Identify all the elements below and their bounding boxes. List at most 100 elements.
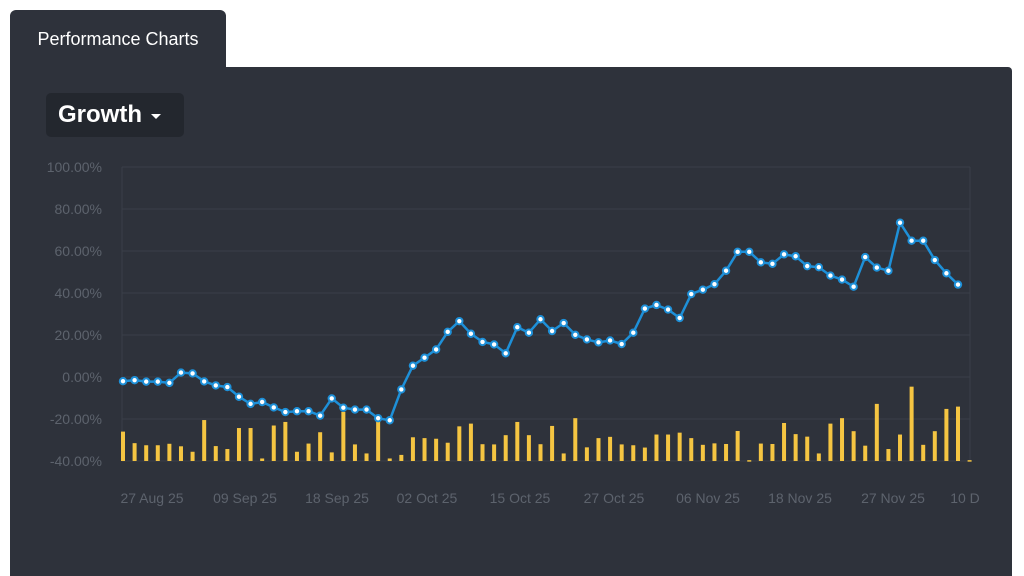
chart-grid (121, 166, 971, 462)
bar (944, 408, 949, 461)
y-tick-label: 40.00% (55, 285, 102, 301)
data-point (513, 323, 522, 332)
bar (747, 460, 752, 462)
data-point (907, 236, 916, 245)
y-tick-label: -20.00% (50, 411, 102, 427)
bar (689, 438, 694, 461)
bar (584, 447, 589, 461)
bar (318, 432, 323, 461)
data-point (710, 279, 719, 289)
bar (294, 451, 299, 461)
bar (422, 438, 427, 461)
data-point (292, 407, 302, 416)
bar (631, 445, 636, 461)
caret-down-icon (151, 114, 161, 119)
data-point (455, 316, 464, 326)
data-point (756, 258, 766, 267)
data-point (652, 300, 661, 310)
data-point (895, 218, 905, 227)
bar (735, 430, 740, 461)
x-tick-label: 18 Nov 25 (768, 490, 832, 506)
data-point (791, 252, 800, 261)
data-point (385, 416, 394, 425)
y-tick-label: 20.00% (55, 327, 102, 343)
data-point (397, 385, 406, 394)
bar (236, 428, 241, 461)
x-axis-ticks: 27 Aug 25 09 Sep 25 18 Sep 25 02 Oct 25 15 O… (120, 490, 979, 506)
bar (515, 421, 520, 461)
bar (399, 454, 404, 461)
data-point (281, 407, 290, 417)
chart-type-dropdown[interactable]: Growth (46, 93, 184, 137)
bar (770, 443, 775, 461)
bar (793, 434, 798, 461)
data-point (257, 397, 267, 407)
data-point (431, 345, 441, 354)
x-tick-label: 27 Aug 25 (120, 490, 183, 506)
bar (828, 423, 833, 461)
data-point (826, 271, 835, 280)
bar (898, 434, 903, 461)
data-point (373, 413, 383, 423)
x-tick-label: 15 Oct 25 (490, 490, 551, 506)
x-tick-label: 06 Nov 25 (676, 490, 740, 506)
dropdown-label: Growth (58, 101, 142, 128)
bar (724, 443, 729, 461)
bar (503, 435, 508, 461)
bar (178, 446, 183, 461)
y-tick-label: 0.00% (62, 369, 102, 385)
data-point (942, 269, 951, 278)
bar (329, 452, 334, 461)
data-point (547, 326, 557, 336)
data-point (803, 261, 812, 271)
tab-strip: Performance Charts (0, 0, 1024, 68)
data-point (339, 403, 348, 412)
bar (863, 445, 868, 461)
data-point (327, 394, 336, 403)
data-point (872, 263, 882, 272)
line-series (118, 218, 963, 425)
bar (573, 418, 578, 461)
bar (445, 442, 450, 461)
data-point (362, 405, 371, 414)
bar (213, 446, 218, 461)
x-tick-label: 10 D (950, 490, 980, 506)
bar (851, 431, 856, 461)
y-tick-label: -40.00% (50, 453, 102, 469)
x-tick-label: 09 Sep 25 (213, 490, 277, 506)
data-point (594, 338, 603, 347)
data-point (501, 349, 510, 358)
bar (306, 443, 311, 461)
bar (642, 447, 647, 461)
data-point (663, 305, 673, 314)
data-point (687, 289, 696, 299)
data-point (304, 407, 313, 416)
data-point (582, 335, 592, 344)
tab-performance-charts[interactable]: Performance Charts (10, 10, 226, 68)
y-tick-label: 60.00% (55, 243, 102, 259)
data-point (176, 368, 186, 377)
y-axis-ticks: 100.00% 80.00% 60.00% 40.00% 20.00% 0.00% -20.… (47, 159, 102, 469)
bar (480, 444, 485, 461)
bar (921, 444, 926, 461)
data-point (223, 382, 232, 392)
data-point (768, 259, 777, 269)
data-point (571, 330, 580, 339)
bar (932, 431, 937, 461)
bar (758, 443, 763, 461)
bar (121, 431, 125, 461)
data-point (478, 337, 487, 347)
bar (190, 451, 195, 461)
data-point (141, 377, 151, 386)
bar (387, 458, 392, 461)
data-point (199, 377, 209, 386)
data-point (733, 247, 742, 257)
data-point (246, 399, 255, 409)
bar (364, 453, 369, 461)
data-point (814, 262, 824, 272)
bar (956, 406, 960, 461)
data-point (118, 377, 128, 386)
data-point (861, 252, 870, 262)
bar (155, 445, 160, 461)
